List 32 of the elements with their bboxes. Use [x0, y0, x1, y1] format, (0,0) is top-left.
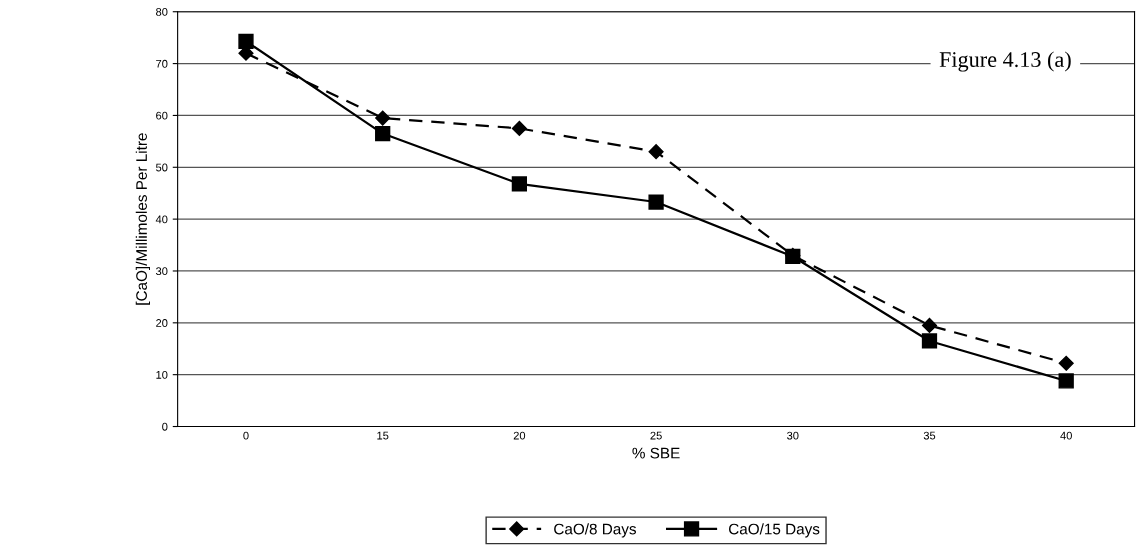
y-axis-title: [CaO]/Millimoles Per Litre — [135, 133, 150, 305]
legend-label: CaO/8 Days — [554, 523, 637, 538]
point — [375, 125, 391, 142]
point — [375, 110, 391, 126]
x-tick-label: 25 — [650, 431, 662, 440]
y-tick-label: 10 — [156, 370, 168, 379]
x-axis-title: % SBE — [632, 447, 680, 459]
x-tick-label: 40 — [1060, 431, 1072, 440]
x-tick-label: 0 — [243, 431, 249, 440]
y-tick-label: 70 — [156, 59, 168, 68]
x-tick-label: 30 — [787, 431, 799, 440]
y-tick-label: 50 — [155, 163, 168, 172]
legend-label: CaO/15 Days — [729, 523, 820, 538]
annotation: Figure 4.13 (a) — [939, 51, 1071, 72]
y-tick-label: 40 — [155, 215, 168, 224]
y-tick-label: 30 — [155, 267, 168, 276]
point — [648, 144, 664, 160]
point — [921, 317, 938, 333]
y-tick-label: 20 — [156, 319, 168, 327]
y-tick-label: 0 — [162, 422, 168, 431]
y-tick-label: 80 — [156, 8, 168, 16]
point — [511, 120, 527, 136]
point — [648, 194, 664, 210]
x-tick-label: 35 — [923, 431, 936, 440]
x-tick-label: 15 — [377, 431, 389, 440]
point — [1058, 355, 1074, 371]
point — [1058, 373, 1074, 389]
point — [921, 333, 938, 349]
y-tick-label: 60 — [156, 111, 168, 120]
point — [511, 176, 528, 192]
point — [238, 33, 254, 49]
x-tick-label: 20 — [513, 431, 526, 440]
